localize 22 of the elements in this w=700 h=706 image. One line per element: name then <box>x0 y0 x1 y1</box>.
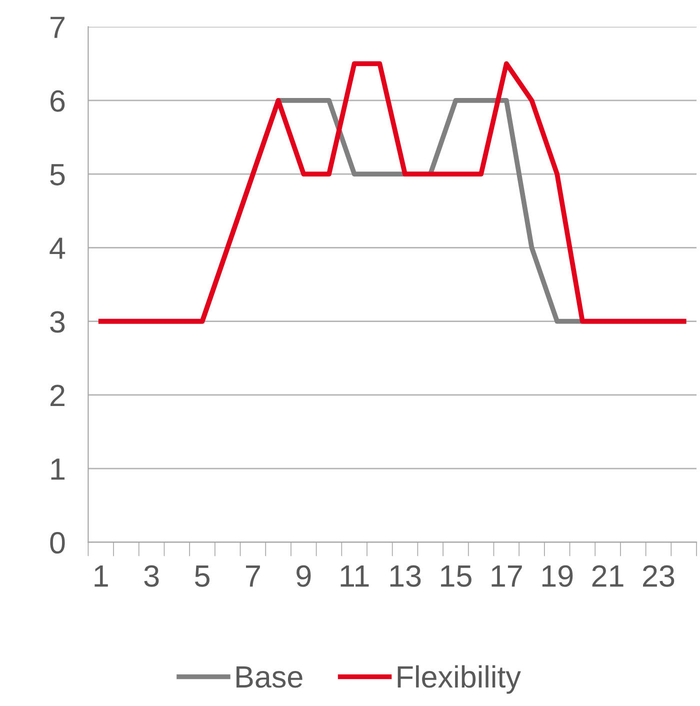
y-tick-label: 7 <box>50 16 64 38</box>
legend-label: Base <box>236 666 302 688</box>
x-tick-label: 7 <box>246 566 260 587</box>
y-tick-label: 0 <box>50 532 65 554</box>
y-tick-label: 3 <box>50 311 65 333</box>
x-tick-label: 1 <box>94 566 108 587</box>
x-tick-label: 15 <box>441 566 472 587</box>
y-tick-label: 4 <box>50 238 66 259</box>
x-tick-label: 11 <box>340 566 369 587</box>
x-tick-label: 17 <box>492 566 522 587</box>
legend-label: Flexibility <box>398 665 521 694</box>
x-tick-label: 21 <box>592 565 624 587</box>
x-tick-label: 9 <box>296 565 311 587</box>
x-tick-label: 23 <box>643 565 674 587</box>
y-tick-label: 2 <box>50 384 64 406</box>
x-tick-label: 19 <box>542 565 573 587</box>
x-tick-label: 5 <box>194 566 210 587</box>
y-tick-label: 6 <box>50 90 65 112</box>
x-tick-label: 13 <box>390 565 421 587</box>
x-tick-label: 3 <box>144 565 159 587</box>
y-tick-label: 1 <box>51 458 64 480</box>
y-tick-label: 5 <box>50 164 65 186</box>
